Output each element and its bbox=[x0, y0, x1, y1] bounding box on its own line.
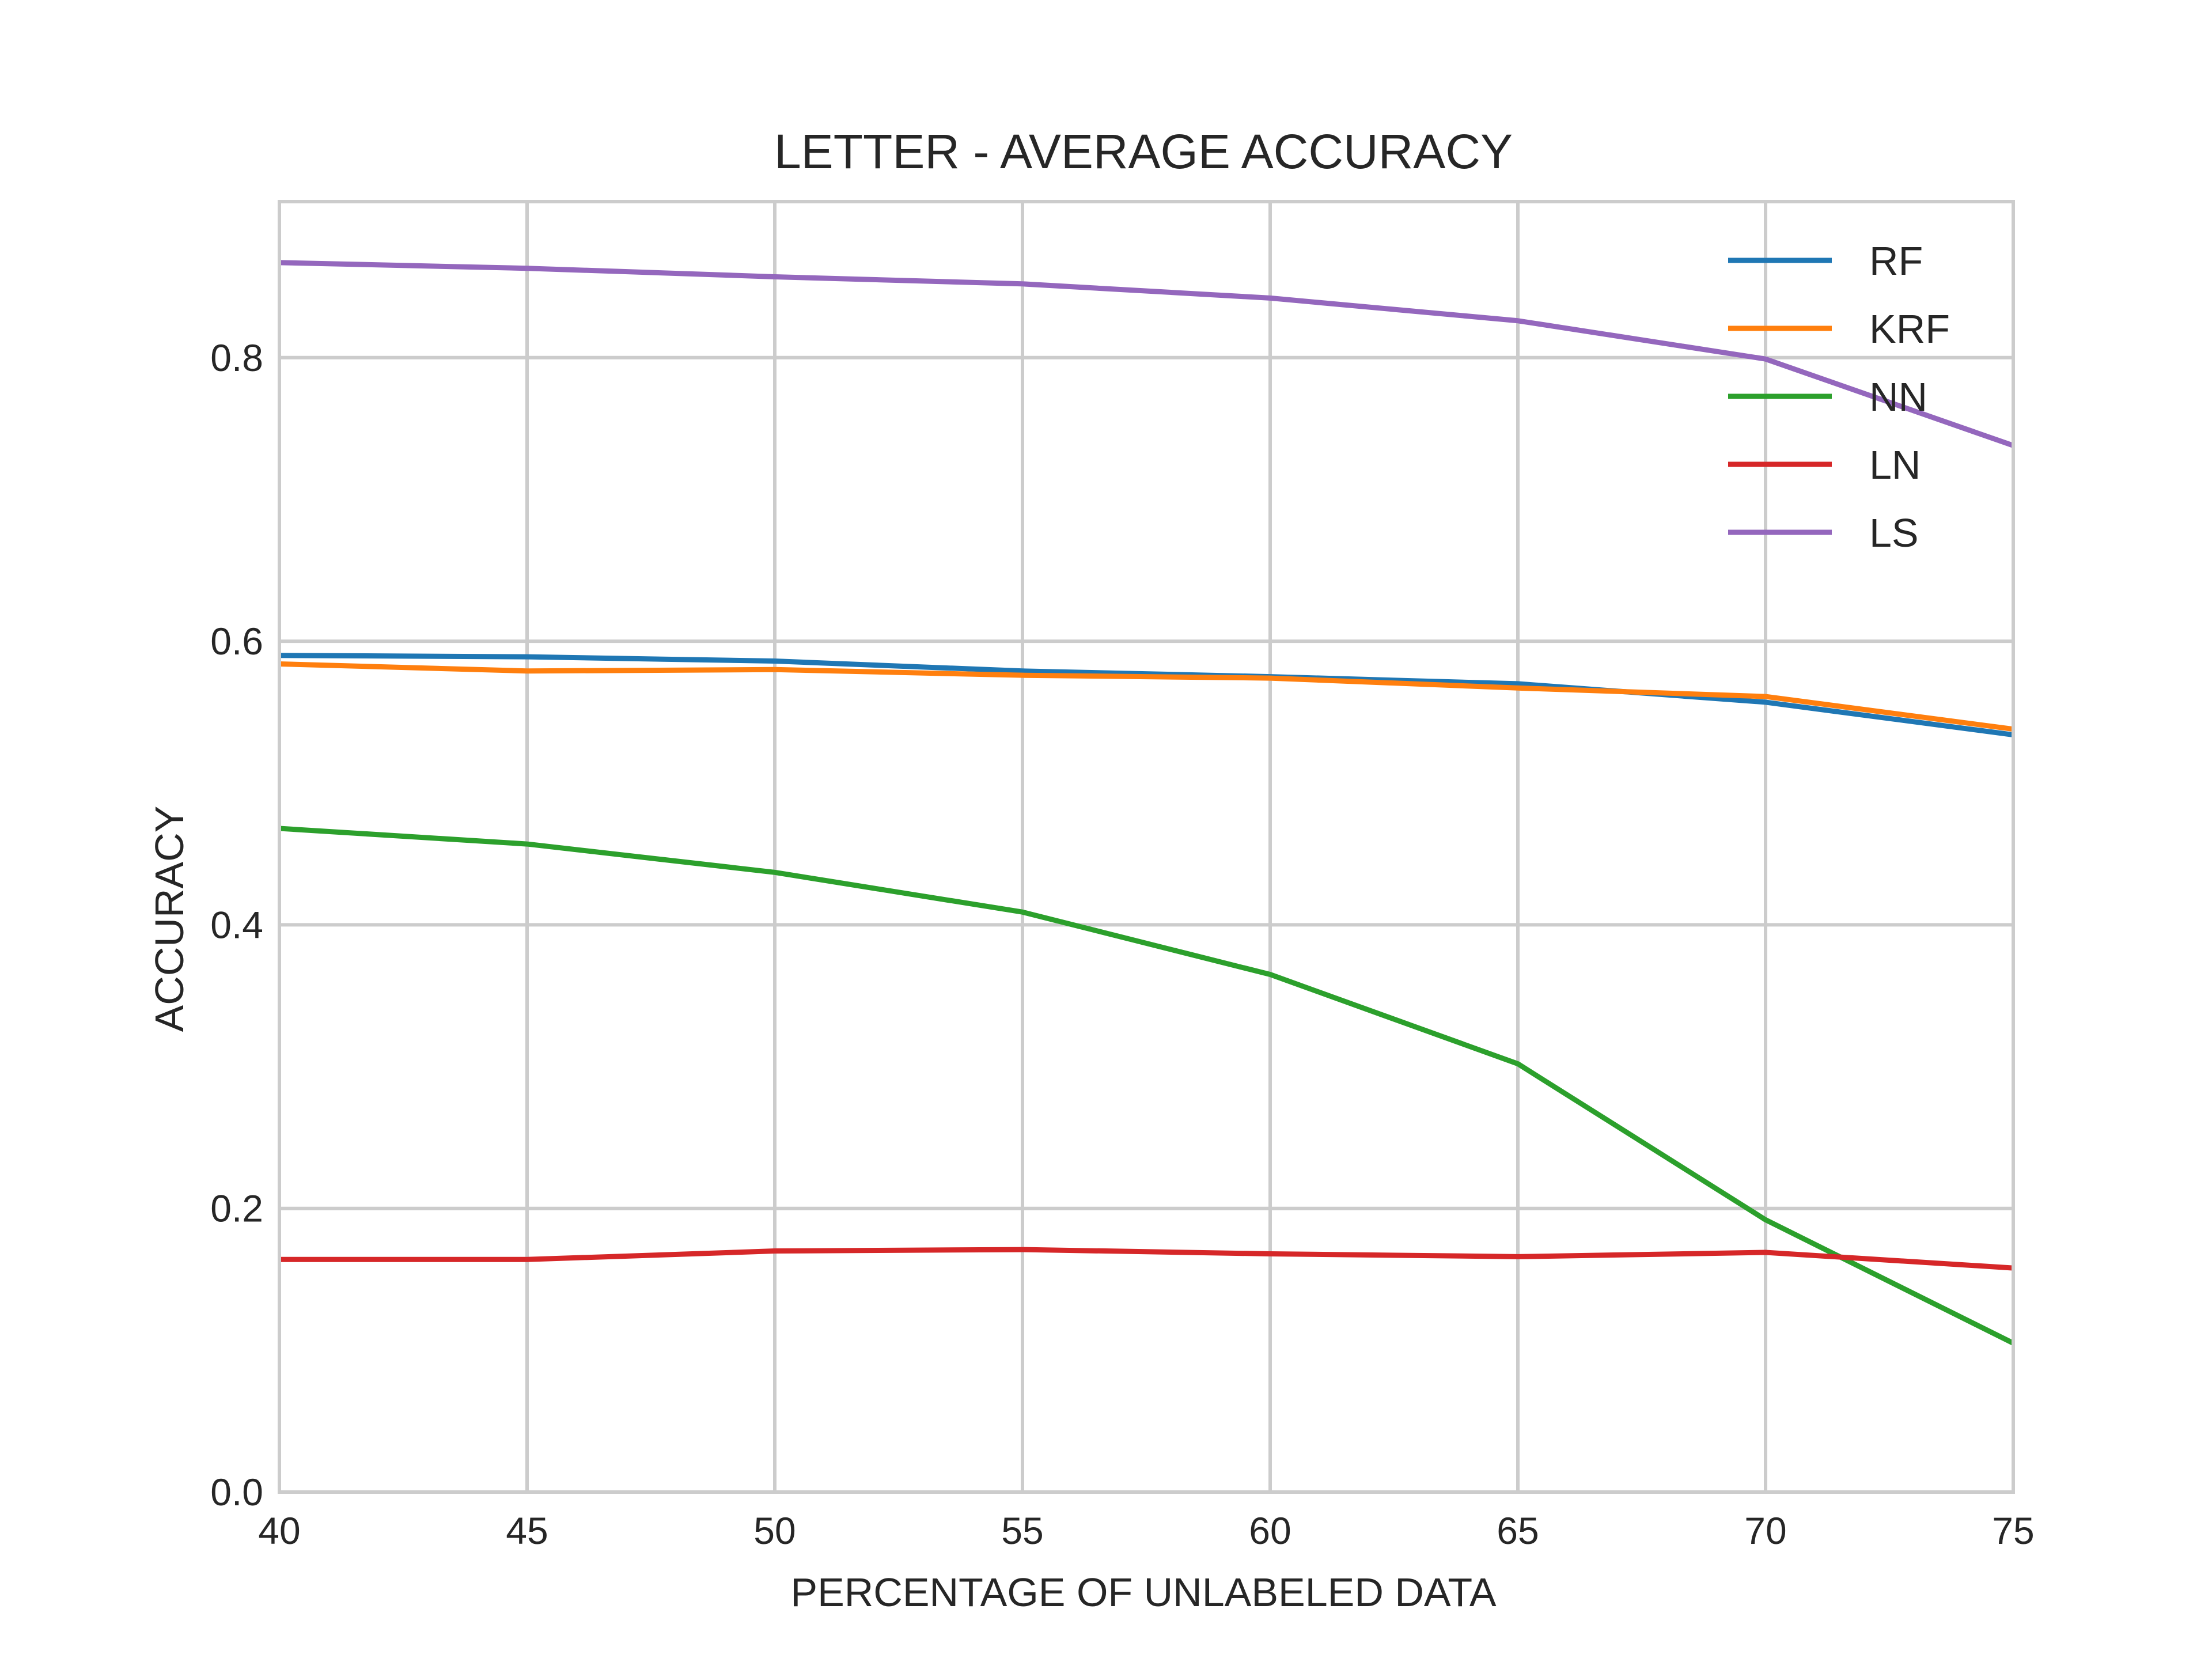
y-tick-label: 0.8 bbox=[210, 336, 263, 379]
plot-frame bbox=[278, 200, 2015, 1494]
x-axis-label: PERCENTAGE OF UNLABELED DATA bbox=[790, 1570, 1497, 1615]
y-axis-ticks: 0.0 0.2 0.4 0.6 0.8 bbox=[210, 336, 263, 1513]
legend: RF KRF NN LN LS bbox=[1728, 238, 1950, 555]
series-line-krf bbox=[279, 661, 2014, 732]
series-lines bbox=[279, 260, 2015, 1346]
y-tick-label: 0.2 bbox=[210, 1187, 263, 1230]
chart-title: LETTER - AVERAGE ACCURACY bbox=[774, 124, 1513, 179]
x-tick-label: 60 bbox=[1249, 1509, 1291, 1552]
series-line-ln bbox=[279, 1247, 2014, 1271]
series-line-nn bbox=[279, 826, 2015, 1346]
legend-label-krf: KRF bbox=[1869, 306, 1950, 351]
series-line-rf bbox=[279, 653, 2014, 737]
x-tick-label: 55 bbox=[1001, 1509, 1043, 1552]
y-axis-label: ACCURACY bbox=[147, 806, 192, 1032]
x-tick-label: 50 bbox=[753, 1509, 796, 1552]
legend-label-rf: RF bbox=[1869, 238, 1923, 283]
legend-label-nn: NN bbox=[1869, 374, 1927, 419]
x-tick-label: 45 bbox=[506, 1509, 548, 1552]
series-line-ls bbox=[279, 260, 2014, 448]
x-tick-label: 70 bbox=[1744, 1509, 1786, 1552]
x-tick-label: 65 bbox=[1497, 1509, 1539, 1552]
x-tick-label: 40 bbox=[258, 1509, 300, 1552]
x-tick-label: 75 bbox=[1992, 1509, 2034, 1552]
legend-label-ln: LN bbox=[1869, 442, 1921, 487]
y-tick-label: 0.6 bbox=[210, 620, 263, 662]
y-tick-label: 0.4 bbox=[210, 903, 263, 946]
legend-label-ls: LS bbox=[1869, 510, 1919, 555]
x-axis-ticks: 40 45 50 55 60 65 70 75 bbox=[258, 1509, 2034, 1552]
y-tick-label: 0.0 bbox=[210, 1471, 263, 1513]
